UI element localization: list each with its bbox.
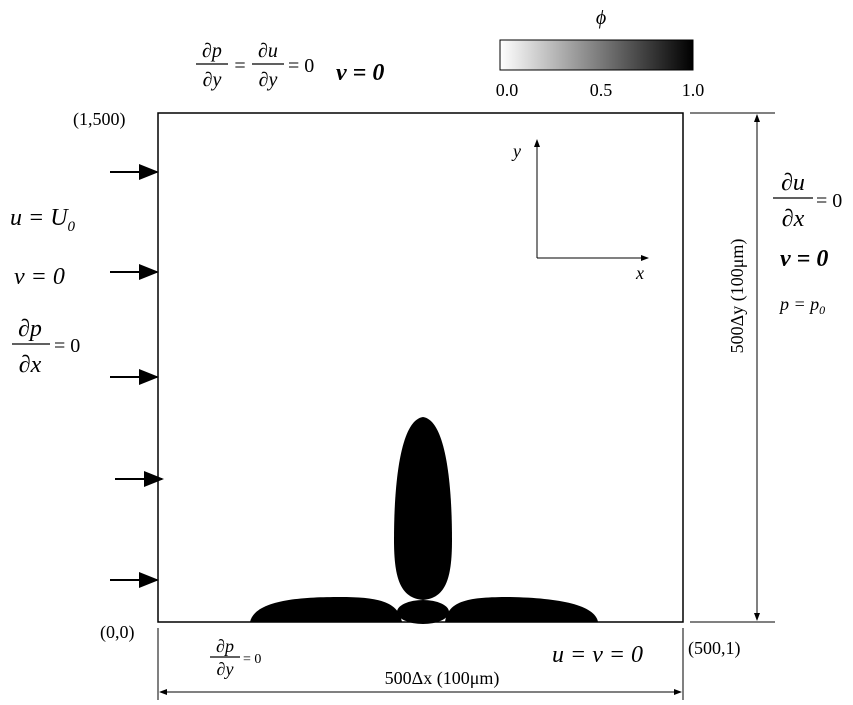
fraction-denominator: ∂y — [203, 69, 222, 91]
condition: = 0 — [288, 55, 314, 77]
colorbar-tick: 0.5 — [590, 80, 613, 100]
width-dimension — [157, 628, 684, 700]
condition: u = v = 0 — [552, 642, 643, 668]
condition: v = 0 — [336, 60, 384, 86]
condition-text: p = p — [778, 294, 819, 314]
inflow-arrows — [110, 164, 164, 588]
dimension-label: 500Δx (100μm) — [385, 668, 500, 689]
fraction-denominator: ∂x — [782, 206, 805, 232]
condition-text: u = U — [10, 205, 69, 231]
fraction-numerator: ∂p — [18, 316, 42, 342]
height-dimension — [690, 112, 775, 623]
colorbar — [499, 39, 694, 71]
corner-label: (500,1) — [688, 638, 741, 659]
fraction-numerator: ∂u — [258, 40, 278, 62]
fraction-numerator: ∂u — [781, 170, 805, 196]
condition: p = p0 — [778, 294, 825, 317]
condition: = 0 — [816, 190, 842, 212]
colorbar-tick: 0.0 — [496, 80, 519, 100]
subscript: 0 — [68, 219, 76, 235]
condition: v = 0 — [780, 246, 828, 272]
top-condition: ∂p ∂y = ∂u ∂y = 0 v = 0 — [196, 40, 384, 91]
condition: = 0 — [54, 335, 80, 357]
dendrite — [250, 417, 598, 624]
corner-label: (0,0) — [100, 622, 135, 643]
condition: v = 0 — [14, 264, 65, 290]
inset-axes — [534, 139, 649, 261]
condition: u = U0 — [10, 205, 76, 235]
dimension-label: 500Δy (100μm) — [727, 239, 748, 354]
colorbar-symbol: ϕ — [596, 7, 606, 29]
equals: = — [234, 55, 245, 77]
axis-label-y: y — [511, 141, 521, 161]
axis-label-x: x — [635, 263, 644, 283]
fraction-denominator: ∂y — [217, 659, 234, 679]
fraction-numerator: ∂p — [202, 40, 222, 62]
subscript: 0 — [819, 303, 825, 317]
corner-label: (1,500) — [73, 109, 126, 130]
colorbar-tick: 1.0 — [682, 80, 705, 100]
fraction-numerator: ∂p — [216, 636, 234, 656]
fraction-denominator: ∂y — [259, 69, 278, 91]
condition: = 0 — [243, 652, 261, 667]
fraction-denominator: ∂x — [19, 352, 42, 378]
